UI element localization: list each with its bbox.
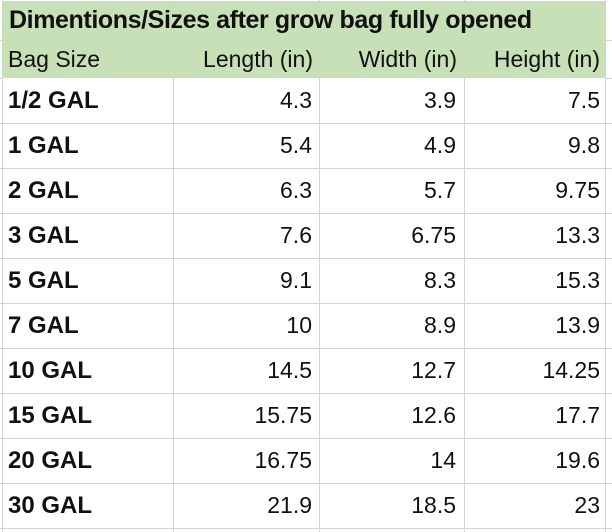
bag-size-cell[interactable]: 15 GAL [8, 401, 93, 429]
width-cell[interactable]: 12.6 [411, 402, 456, 428]
bag-size-cell[interactable]: 2 GAL [8, 176, 79, 204]
bag-size-cell[interactable]: 3 GAL [8, 221, 79, 249]
gridline [605, 0, 606, 532]
width-cell[interactable]: 18.5 [411, 492, 456, 518]
length-cell[interactable]: 21.9 [267, 492, 312, 518]
length-cell[interactable]: 9.1 [280, 267, 312, 293]
length-cell[interactable]: 5.4 [280, 132, 312, 158]
length-cell[interactable]: 7.6 [280, 222, 312, 248]
gridline [319, 0, 320, 532]
column-header-height[interactable]: Height (in) [493, 45, 600, 72]
height-cell[interactable]: 13.3 [555, 222, 600, 248]
length-cell[interactable]: 15.75 [254, 402, 312, 428]
table-row: 15 GAL 15.75 12.6 17.7 [0, 393, 612, 438]
width-cell[interactable]: 4.9 [424, 132, 456, 158]
column-header-row: Bag Size Length (in) Width (in) Height (… [2, 40, 605, 78]
width-cell[interactable]: 8.9 [424, 312, 456, 338]
height-cell[interactable]: 23 [574, 492, 600, 518]
column-header-length[interactable]: Length (in) [203, 45, 313, 72]
gridline [173, 0, 174, 532]
bag-size-cell[interactable]: 7 GAL [8, 311, 79, 339]
table-row: 1/2 GAL 4.3 3.9 7.5 [0, 78, 612, 123]
height-cell[interactable]: 15.3 [555, 267, 600, 293]
table-row: 7 GAL 10 8.9 13.9 [0, 303, 612, 348]
table-title: Dimentions/Sizes after grow bag fully op… [9, 6, 532, 34]
table-row: 10 GAL 14.5 12.7 14.25 [0, 348, 612, 393]
table-row: 3 GAL 7.6 6.75 13.3 [0, 213, 612, 258]
title-cell[interactable]: Dimentions/Sizes after grow bag fully op… [2, 1, 605, 40]
height-cell[interactable]: 7.5 [568, 87, 600, 113]
length-cell[interactable]: 10 [286, 312, 312, 338]
column-header-width[interactable]: Width (in) [358, 45, 457, 72]
width-cell[interactable]: 12.7 [411, 357, 456, 383]
bag-size-cell[interactable]: 20 GAL [8, 446, 93, 474]
gridline [0, 348, 612, 349]
gridline [0, 303, 612, 304]
column-header-bag-size[interactable]: Bag Size [8, 45, 101, 72]
length-cell[interactable]: 4.3 [280, 87, 312, 113]
length-cell[interactable]: 6.3 [280, 177, 312, 203]
bag-size-cell[interactable]: 30 GAL [8, 491, 93, 519]
gridline [0, 258, 612, 259]
bag-size-cell[interactable]: 5 GAL [8, 266, 79, 294]
table-row: 1 GAL 5.4 4.9 9.8 [0, 123, 612, 168]
gridline [0, 213, 612, 214]
gridline [0, 123, 612, 124]
bag-size-cell[interactable]: 1 GAL [8, 131, 79, 159]
gridline [0, 438, 612, 439]
length-cell[interactable]: 16.75 [254, 447, 312, 473]
bag-size-cell[interactable]: 1/2 GAL [8, 86, 99, 114]
width-cell[interactable]: 3.9 [424, 87, 456, 113]
gridline [2, 0, 3, 532]
height-cell[interactable]: 9.75 [555, 177, 600, 203]
gridline [0, 528, 612, 529]
table-body: 1/2 GAL 4.3 3.9 7.5 1 GAL 5.4 4.9 9.8 2 … [0, 78, 612, 528]
height-cell[interactable]: 17.7 [555, 402, 600, 428]
gridline [0, 78, 2, 79]
length-cell[interactable]: 14.5 [267, 357, 312, 383]
gridline [0, 168, 612, 169]
height-cell[interactable]: 14.25 [542, 357, 600, 383]
gridline [605, 78, 612, 79]
gridline [464, 0, 465, 532]
width-cell[interactable]: 8.3 [424, 267, 456, 293]
height-cell[interactable]: 9.8 [568, 132, 600, 158]
width-cell[interactable]: 14 [430, 447, 456, 473]
height-cell[interactable]: 13.9 [555, 312, 600, 338]
table-row: 2 GAL 6.3 5.7 9.75 [0, 168, 612, 213]
width-cell[interactable]: 5.7 [424, 177, 456, 203]
table-header-block: Dimentions/Sizes after grow bag fully op… [2, 1, 605, 78]
table-row: 5 GAL 9.1 8.3 15.3 [0, 258, 612, 303]
width-cell[interactable]: 6.75 [411, 222, 456, 248]
bag-size-cell[interactable]: 10 GAL [8, 356, 93, 384]
table-row: 30 GAL 21.9 18.5 23 [0, 483, 612, 528]
height-cell[interactable]: 19.6 [555, 447, 600, 473]
table-row: 20 GAL 16.75 14 19.6 [0, 438, 612, 483]
gridline [0, 483, 612, 484]
gridline [0, 393, 612, 394]
